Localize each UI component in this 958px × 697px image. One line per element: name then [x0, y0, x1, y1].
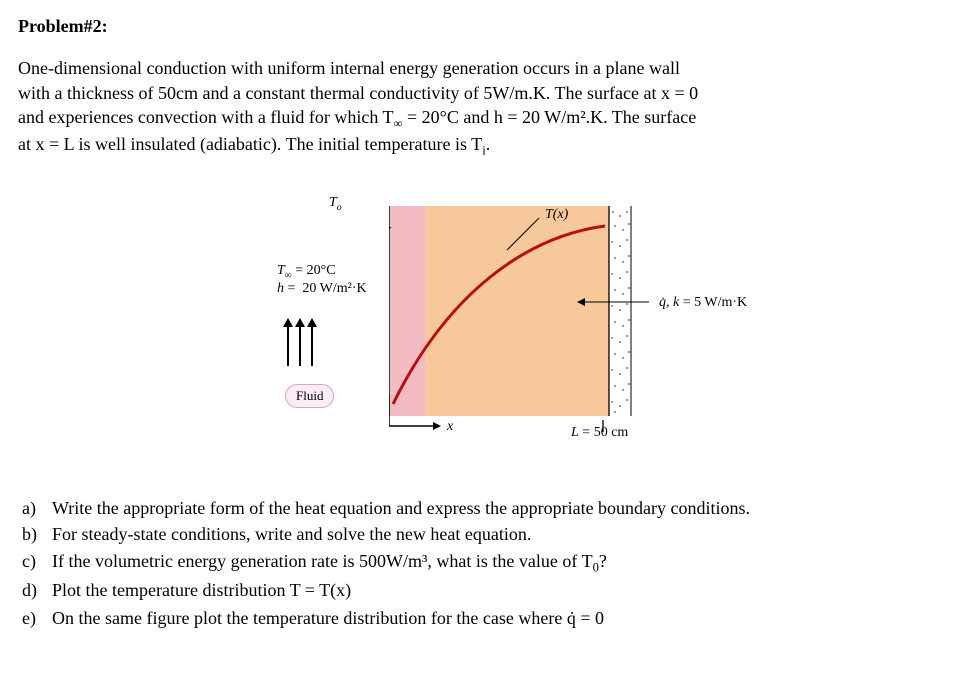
text: For steady-state conditions, write and s… [52, 524, 531, 544]
text: . [486, 134, 491, 154]
text: at x = L is well insulated (adiabatic). … [18, 134, 482, 154]
text: T [545, 207, 553, 222]
text: T [329, 195, 337, 210]
question-c: c) If the volumetric energy generation r… [44, 549, 940, 577]
text: = 5 W/m·K [679, 295, 747, 310]
figure: To T(x) T∞ = 20°C h = 20 W/m²·K Fluid x … [199, 186, 759, 466]
x-arrowhead [433, 422, 441, 430]
boundary-layer [389, 206, 425, 416]
question-b: b) For steady-state conditions, write an… [44, 522, 940, 546]
question-d: d) Plot the temperature distribution T =… [44, 578, 940, 602]
text: L [571, 425, 579, 440]
text: h [277, 281, 284, 296]
text: (x) [553, 207, 569, 222]
arrow-up-icon [299, 326, 301, 366]
text: If the volumetric energy generation rate… [52, 551, 593, 571]
question-e: e) On the same figure plot the temperatu… [44, 606, 940, 630]
convection-arrows [287, 326, 313, 366]
x-label: x [447, 418, 453, 437]
marker: a) [22, 496, 44, 520]
text: q̇, k [659, 295, 679, 310]
text: = 50 cm [579, 425, 629, 440]
problem-statement: One-dimensional conduction with uniform … [18, 56, 940, 160]
marker: b) [22, 522, 44, 546]
question-list: a) Write the appropriate form of the hea… [18, 496, 940, 630]
text: with a thickness of 50cm and a constant … [18, 83, 698, 103]
text: One-dimensional conduction with uniform … [18, 58, 680, 78]
text: Write the appropriate form of the heat e… [52, 498, 750, 518]
wall-diagram [389, 194, 649, 454]
text: = 20°C [292, 263, 336, 278]
text: = 20 W/m²·K [284, 281, 367, 296]
marker: e) [22, 606, 44, 630]
sub: o [337, 202, 342, 213]
text: and experiences convection with a fluid … [18, 107, 394, 127]
text: On the same figure plot the temperature … [52, 608, 604, 628]
sub: ∞ [394, 116, 403, 130]
figure-container: To T(x) T∞ = 20°C h = 20 W/m²·K Fluid x … [18, 186, 940, 466]
problem-title: Problem#2: [18, 14, 940, 38]
qk-label: q̇, k = 5 W/m·K [659, 294, 747, 313]
tx-label: T(x) [545, 206, 568, 225]
arrow-up-icon [287, 326, 289, 366]
text: ? [599, 551, 607, 571]
l-label: L = 50 cm [571, 424, 628, 443]
marker: c) [22, 549, 44, 573]
text: = 20°C and h = 20 W/m².K. The surface [403, 107, 697, 127]
arrow-up-icon [311, 326, 313, 366]
tinf-label: T∞ = 20°C [277, 262, 336, 282]
text: Plot the temperature distribution T = T(… [52, 580, 351, 600]
text: T [277, 263, 285, 278]
question-a: a) Write the appropriate form of the hea… [44, 496, 940, 520]
h-label: h = 20 W/m²·K [277, 280, 367, 299]
to-label: To [329, 194, 342, 214]
fluid-label: Fluid [285, 384, 334, 408]
marker: d) [22, 578, 44, 602]
